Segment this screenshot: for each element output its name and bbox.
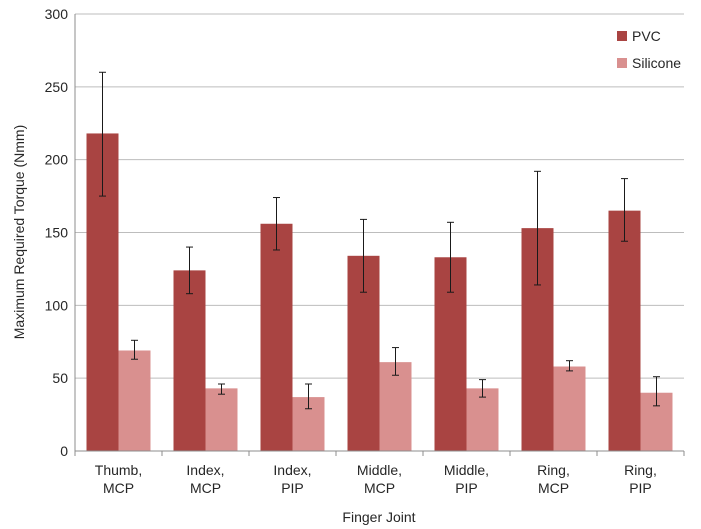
y-tick-label: 0: [60, 443, 68, 459]
bar-silicone: [379, 362, 412, 451]
axes: [74, 14, 685, 456]
x-tick-label-line: Index,: [273, 462, 311, 478]
x-tick-label-line: PIP: [629, 480, 652, 496]
legend: PVC Silicone: [617, 28, 681, 71]
x-tick-label-line: Thumb,: [95, 462, 142, 478]
legend-label-pvc: PVC: [632, 28, 661, 44]
y-tick-label: 50: [52, 370, 68, 386]
x-tick-label-line: PIP: [281, 480, 304, 496]
x-tick-label-line: MCP: [364, 480, 395, 496]
x-tick-label: Middle, PIP: [444, 462, 489, 496]
x-tick-label-line: PIP: [455, 480, 478, 496]
legend-swatch-silicone: [617, 58, 627, 68]
bars: [86, 133, 673, 452]
x-tick-label: Ring, MCP: [537, 462, 570, 496]
x-tick-label: Index, PIP: [273, 462, 311, 496]
x-tick-label-line: Ring,: [537, 462, 570, 478]
y-tick-label: 150: [45, 225, 69, 241]
x-axis-title: Finger Joint: [342, 509, 415, 525]
x-tick-label-line: Index,: [186, 462, 224, 478]
y-tick-label: 200: [45, 152, 69, 168]
y-axis-title: Maximum Required Torque (Nmm): [11, 125, 27, 339]
x-tick-label-line: MCP: [190, 480, 221, 496]
bar-pvc: [608, 210, 641, 451]
y-tick-label: 100: [45, 297, 69, 313]
legend-label-silicone: Silicone: [632, 55, 681, 71]
bar-silicone: [205, 388, 238, 451]
bar-silicone: [466, 388, 499, 451]
y-tick-labels: 0 50 100 150 200 250 300: [45, 6, 69, 459]
x-tick-label: Thumb, MCP: [95, 462, 142, 496]
bar-pvc: [173, 270, 206, 451]
x-tick-label: Middle, MCP: [357, 462, 402, 496]
bar-silicone: [118, 350, 151, 451]
y-tick-label: 300: [45, 6, 69, 22]
bar-pvc: [260, 223, 293, 451]
y-tick-label: 250: [45, 79, 69, 95]
legend-swatch-pvc: [617, 31, 627, 41]
x-tick-label: Index, MCP: [186, 462, 224, 496]
x-tick-label-line: Ring,: [624, 462, 657, 478]
x-tick-label: Ring, PIP: [624, 462, 657, 496]
x-tick-label-line: MCP: [103, 480, 134, 496]
x-tick-label-line: Middle,: [357, 462, 402, 478]
error-bars: [99, 71, 660, 410]
x-tick-label-line: Middle,: [444, 462, 489, 478]
x-tick-label-line: MCP: [538, 480, 569, 496]
bar-silicone: [553, 366, 586, 451]
